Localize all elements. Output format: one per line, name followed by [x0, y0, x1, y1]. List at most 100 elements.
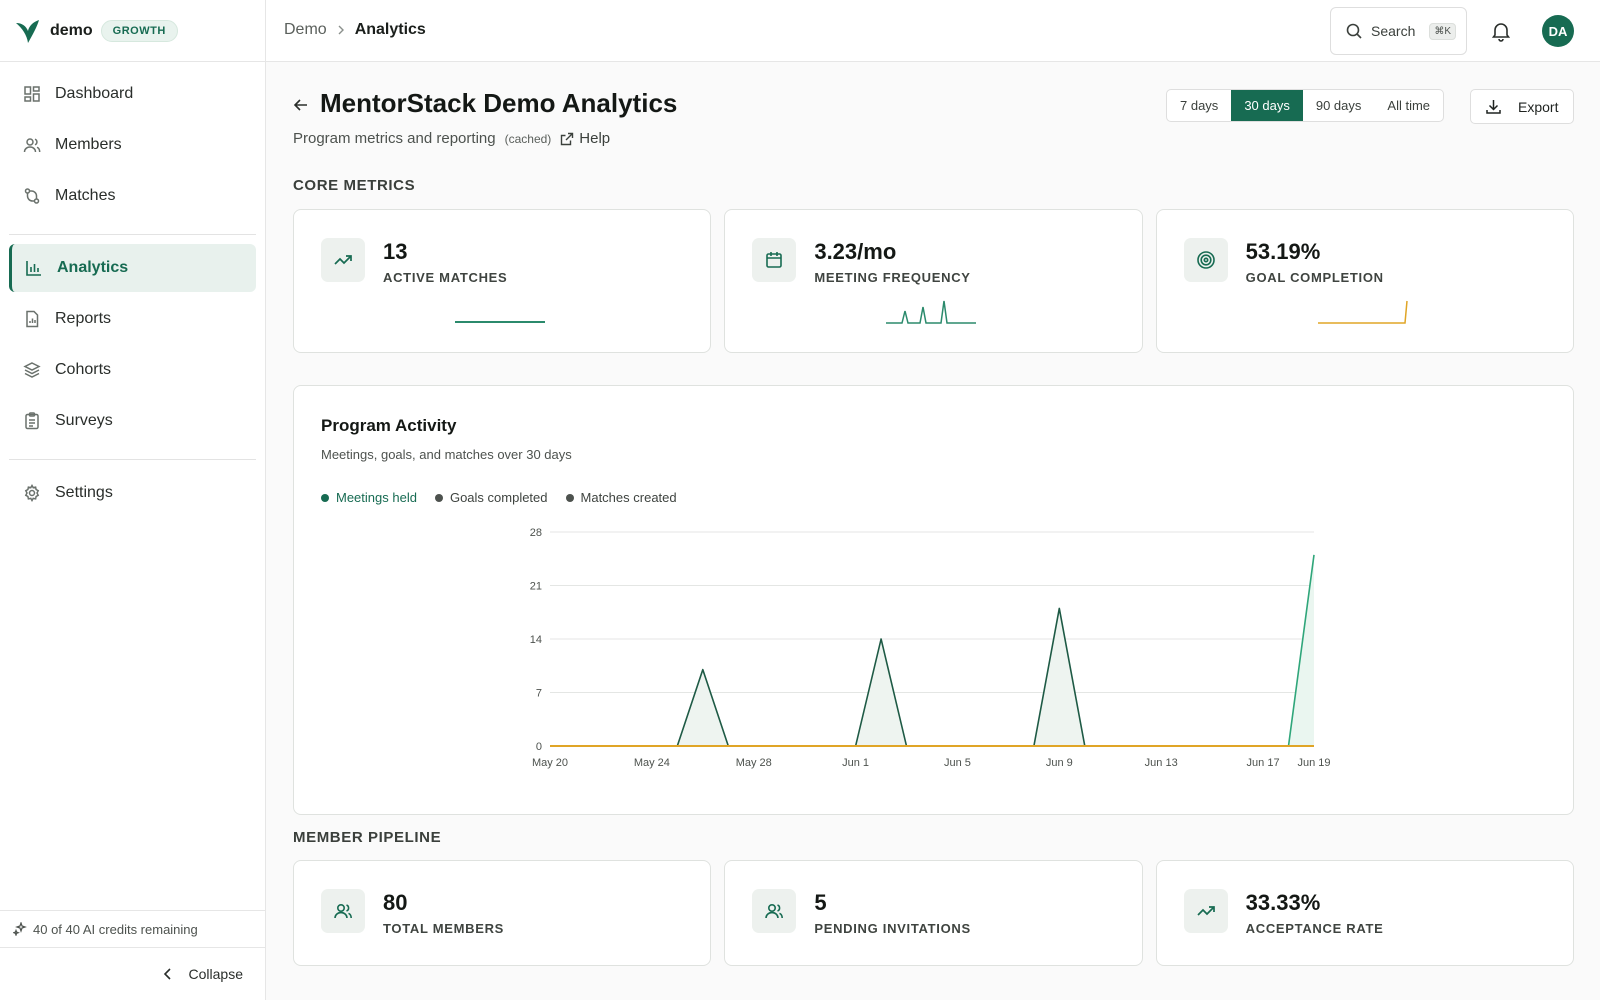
legend-dot: [434, 493, 443, 502]
range-30-days[interactable]: 30 days: [1231, 90, 1303, 121]
sidebar-item-reports[interactable]: Reports: [9, 295, 256, 343]
member-pipeline-title: MEMBER PIPELINE: [293, 829, 442, 846]
main-content: MentorStack Demo Analytics Program metri…: [266, 62, 1600, 1000]
sidebar-item-settings[interactable]: Settings: [9, 469, 256, 517]
metric-label: ACTIVE MATCHES: [383, 270, 508, 285]
sidebar-item-label: Settings: [55, 484, 113, 501]
members-icon: [765, 903, 784, 919]
brand[interactable]: demo GROWTH: [0, 0, 265, 62]
sidebar-item-dashboard[interactable]: Dashboard: [9, 70, 256, 118]
breadcrumb: Demo Analytics: [284, 21, 426, 39]
avatar[interactable]: DA: [1542, 15, 1574, 47]
metric-value: 5: [814, 890, 827, 915]
sidebar-item-label: Members: [55, 136, 122, 153]
metric-card-goal-completion: 53.19% GOAL COMPLETION: [1155, 209, 1574, 353]
cohorts-icon: [23, 362, 41, 378]
breadcrumb-root[interactable]: Demo: [284, 21, 327, 38]
card-icon-box: [752, 238, 797, 282]
metric-value: 80: [383, 890, 408, 915]
card-icon-box: [321, 889, 365, 933]
sidebar-nav: Dashboard Members Matches Analytics Repo…: [0, 62, 265, 517]
page-title: MentorStack Demo Analytics: [320, 88, 678, 118]
range-all-time[interactable]: All time: [1387, 98, 1431, 113]
x-tick-label: Jun 5: [944, 757, 971, 769]
settings-icon: [24, 484, 40, 502]
analytics-icon: [26, 261, 41, 276]
page-subtitle-row: Program metrics and reporting (cached) H…: [293, 130, 610, 147]
activity-chart: 0 7 14 21 28 May 20 May 24 May 28 Jun 1 Jun 5 Jun …: [530, 527, 1331, 769]
sidebar-item-surveys[interactable]: Surveys: [9, 397, 256, 445]
y-tick-label: 28: [530, 527, 542, 539]
metric-label: ACCEPTANCE RATE: [1245, 921, 1384, 936]
metric-card-meeting-frequency: 3.23/mo MEETING FREQUENCY: [724, 209, 1143, 353]
metric-value: 53.19%: [1245, 239, 1321, 264]
metric-label: MEETING FREQUENCY: [814, 270, 971, 285]
ai-credits: 40 of 40 AI credits remaining: [0, 910, 266, 948]
x-tick-label: Jun 1: [842, 757, 869, 769]
members-icon: [334, 903, 352, 919]
card-icon-box: [321, 238, 365, 282]
export-label: Export: [1518, 98, 1559, 115]
legend-matches-created[interactable]: Matches created: [565, 490, 677, 505]
time-range-selector: 7 days 30 days 90 days All time: [1166, 89, 1445, 122]
collapse-label: Collapse: [188, 966, 243, 982]
chevron-left-icon: [163, 968, 171, 980]
legend-meetings-held[interactable]: Meetings held: [321, 490, 417, 505]
area-meetings-held: [550, 608, 1314, 746]
metric-card-acceptance-rate: 33.33% ACCEPTANCE RATE: [1155, 860, 1574, 966]
download-icon: [1486, 100, 1501, 114]
y-tick-label: 21: [530, 581, 542, 593]
sidebar-item-cohorts[interactable]: Cohorts: [9, 346, 256, 394]
help-label: Help: [579, 130, 611, 147]
series-line-meetings-held: [550, 607, 1314, 747]
collapse-button[interactable]: Collapse: [161, 966, 243, 982]
page-subtitle: Program metrics and reporting: [293, 130, 496, 147]
card-icon-box: [1183, 889, 1228, 933]
core-metrics-title: CORE METRICS: [293, 177, 416, 194]
sidebar: demo GROWTH Dashboard Members Matches An…: [0, 0, 266, 1000]
metric-label: GOAL COMPLETION: [1245, 270, 1384, 285]
calendar-icon: [766, 252, 783, 268]
metric-card-pending-invitations: 5 PENDING INVITATIONS: [724, 860, 1143, 966]
sidebar-item-label: Surveys: [55, 412, 113, 429]
trending-up-icon: [1197, 906, 1215, 916]
metric-label: PENDING INVITATIONS: [814, 921, 971, 936]
org-name: demo: [50, 21, 93, 39]
legend-label: Meetings held: [336, 490, 417, 505]
target-icon: [1196, 251, 1215, 269]
search-shortcut: ⌘K: [1429, 22, 1457, 40]
legend-dot: [565, 493, 574, 502]
activity-subtitle: Meetings, goals, and matches over 30 day…: [321, 447, 572, 462]
sidebar-item-label: Matches: [55, 187, 116, 204]
sidebar-item-label: Dashboard: [55, 85, 134, 102]
sidebar-item-analytics[interactable]: Analytics: [9, 244, 256, 292]
sidebar-item-matches[interactable]: Matches: [9, 172, 256, 220]
breadcrumb-current: Analytics: [354, 21, 426, 38]
card-icon-box: [1183, 238, 1228, 282]
x-tick-label: May 20: [532, 757, 568, 769]
help-link[interactable]: Help: [560, 130, 610, 147]
x-tick-label: Jun 9: [1046, 757, 1073, 769]
chevron-right-icon: [338, 25, 344, 35]
matches-icon: [24, 188, 40, 204]
range-7-days[interactable]: 7 days: [1180, 98, 1219, 113]
sparkles-icon: [13, 922, 27, 936]
search-icon: [1346, 23, 1362, 39]
card-icon-box: [752, 889, 797, 933]
export-button[interactable]: Export: [1470, 89, 1574, 124]
legend-goals-completed[interactable]: Goals completed: [434, 490, 548, 505]
chart-legend: Meetings held Goals completed Matches cr…: [321, 490, 677, 505]
sidebar-item-label: Cohorts: [55, 361, 112, 378]
search-button[interactable]: Search ⌘K: [1330, 7, 1467, 55]
bell-icon[interactable]: [1490, 20, 1512, 42]
back-arrow-icon[interactable]: [293, 97, 309, 113]
sidebar-item-members[interactable]: Members: [9, 121, 256, 169]
x-tick-label: Jun 19: [1297, 757, 1330, 769]
legend-label: Matches created: [580, 490, 677, 505]
metric-value: 33.33%: [1245, 890, 1321, 915]
range-90-days[interactable]: 90 days: [1315, 98, 1362, 113]
leaf-logo-icon: [16, 19, 39, 43]
reports-icon: [26, 310, 39, 328]
members-icon: [23, 138, 41, 153]
series-line-matches-created: [550, 554, 1315, 747]
